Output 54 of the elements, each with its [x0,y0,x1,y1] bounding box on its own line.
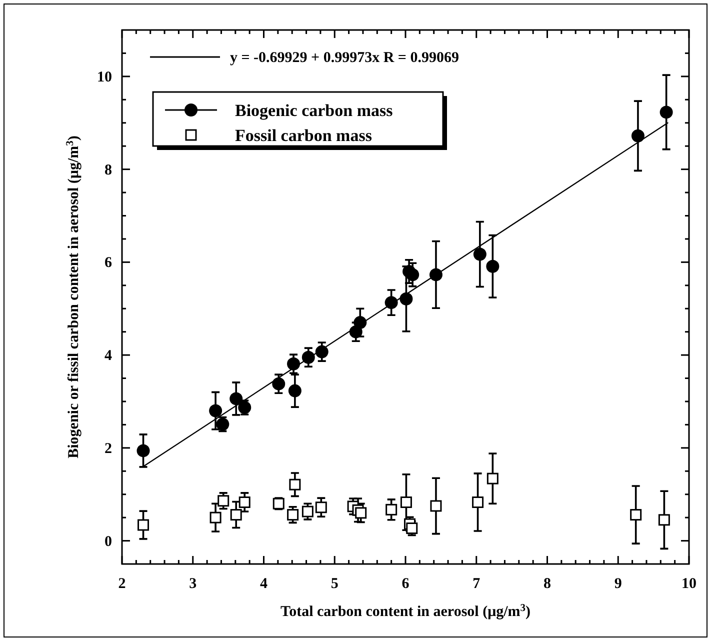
point [287,509,299,521]
x-tick-label: 6 [402,576,410,592]
y-tick-label: 2 [104,440,112,457]
point [238,496,250,508]
point [136,444,150,458]
legend-label: Biogenic carbon mass [235,101,394,120]
point [630,509,642,521]
point [288,384,302,398]
point [473,248,486,261]
x-tick-label: 2 [118,576,126,592]
point [384,296,398,310]
x-tick-label: 9 [614,576,622,592]
point [429,268,442,282]
point [658,514,670,526]
point [302,506,314,518]
point [486,260,500,273]
y-tick-label: 10 [97,69,112,86]
point [209,404,222,418]
point [660,106,673,119]
x-tick-label: 7 [472,576,481,592]
point [138,519,150,531]
point [289,478,301,490]
y-tick-label: 8 [104,162,112,178]
point [386,504,398,516]
legend-label: y = -0.69929 + 0.99973x R = 0.99069 [230,50,459,66]
x-tick-label: 3 [189,576,197,592]
x-tick-label: 8 [544,576,551,592]
point [406,268,420,282]
x-tick-label: 5 [330,576,338,592]
point [406,522,418,534]
x-tick-label: 4 [260,576,268,592]
legend-label: Fossil carbon mass [235,126,372,145]
point [287,357,300,370]
point [230,509,242,521]
y-tick-label: 6 [104,255,112,272]
point [210,512,222,524]
point [355,507,367,519]
point [218,495,230,507]
point [272,377,286,390]
point [230,392,243,406]
x-tick-label: 10 [682,576,696,592]
x-axis-title: Total carbon content in aerosol (μg/m$^{3}$) [280,602,531,620]
point [472,496,484,508]
point [354,316,367,330]
y-tick-label: 4 [104,348,112,364]
point [631,129,644,142]
point [315,345,328,358]
point [400,292,413,306]
point [400,496,412,508]
point [430,500,442,512]
point [486,472,498,484]
point [315,502,327,514]
point [302,350,315,364]
y-tick-label: 0 [104,534,112,550]
